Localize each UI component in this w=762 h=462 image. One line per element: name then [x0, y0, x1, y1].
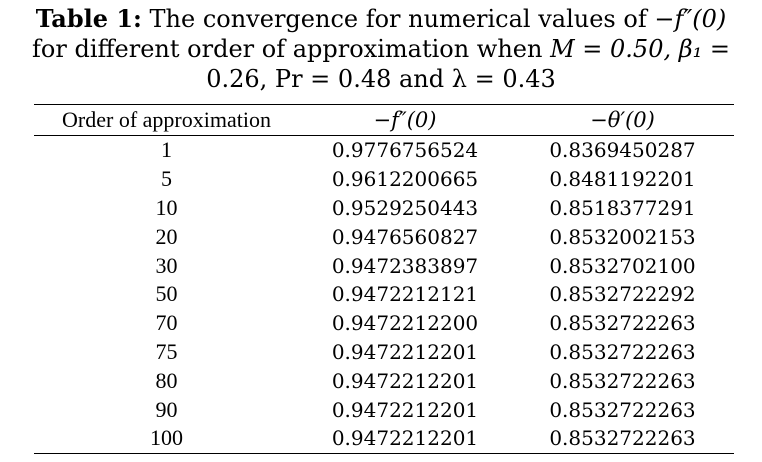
- table-body: 1 0.9776756524 0.8369450287 5 0.9612200665 0.…: [34, 136, 734, 454]
- convergence-table: Order of approximation −f″(0) −θ′(0) 1 0.…: [34, 104, 734, 454]
- caption-text-1: The convergence for numerical values of …: [141, 5, 675, 33]
- cell-f-double-prime: 0.9529250443: [331, 195, 479, 220]
- cell-order: 20: [155, 223, 178, 249]
- cell-theta-prime: 0.8532722263: [511, 423, 734, 454]
- table-row: 90 0.9472212201 0.8532722263: [34, 395, 734, 424]
- header-theta-prime: −θ′(0): [511, 104, 734, 136]
- table-row: 20 0.9476560827 0.8532002153: [34, 222, 734, 251]
- cell-order: 30: [155, 252, 178, 278]
- caption-text-2: for different order of approximation whe…: [32, 35, 551, 63]
- caption-line-3: 0.26, Pr = 0.48 and λ = 0.43: [0, 64, 762, 94]
- caption-math-1: f″(0): [674, 5, 727, 33]
- cell-f-double-prime: 0.9472212121: [331, 282, 479, 307]
- cell-theta-prime: 0.8532722263: [549, 368, 696, 393]
- table-row: 100 0.9472212201 0.8532722263: [34, 423, 734, 454]
- cell-order: 100: [34, 423, 299, 454]
- cell-theta-prime: 0.8532702100: [549, 253, 696, 278]
- table-header-row: Order of approximation −f″(0) −θ′(0): [34, 104, 734, 136]
- cell-theta-prime: 0.8481192201: [549, 167, 696, 192]
- cell-theta-prime: 0.8518377291: [549, 195, 696, 220]
- caption-label: Table 1:: [35, 4, 142, 33]
- cell-order: 1: [161, 137, 172, 163]
- cell-theta-prime: 0.8532002153: [549, 224, 696, 249]
- header-order: Order of approximation: [34, 104, 299, 136]
- table-row: 75 0.9472212201 0.8532722263: [34, 338, 734, 367]
- cell-f-double-prime: 0.9472212201: [331, 397, 479, 422]
- cell-order: 70: [155, 310, 178, 336]
- cell-order: 5: [161, 166, 172, 192]
- cell-theta-prime: 0.8532722263: [549, 397, 696, 422]
- cell-f-double-prime: 0.9472212201: [299, 423, 511, 454]
- cell-theta-prime: 0.8369450287: [549, 138, 696, 163]
- cell-theta-prime: 0.8532722263: [549, 311, 696, 336]
- table-row: 50 0.9472212121 0.8532722292: [34, 280, 734, 309]
- table-caption: Table 1: The convergence for numerical v…: [0, 4, 762, 94]
- table-row: 10 0.9529250443 0.8518377291: [34, 194, 734, 223]
- cell-order: 75: [155, 338, 178, 364]
- cell-f-double-prime: 0.9776756524: [331, 138, 479, 163]
- convergence-table-container: Order of approximation −f″(0) −θ′(0) 1 0.…: [34, 104, 734, 454]
- cell-f-double-prime: 0.9472212200: [331, 311, 479, 336]
- cell-order: 80: [155, 367, 178, 393]
- cell-f-double-prime: 0.9472212201: [331, 339, 479, 364]
- cell-order: 50: [155, 281, 178, 307]
- table-row: 1 0.9776756524 0.8369450287: [34, 136, 734, 165]
- table-row: 80 0.9472212201 0.8532722263: [34, 366, 734, 395]
- header-f-double-prime: −f″(0): [299, 104, 511, 136]
- cell-f-double-prime: 0.9472383897: [331, 253, 479, 278]
- cell-order: 10: [155, 194, 178, 220]
- caption-math-2: M = 0.50, β₁ =: [550, 35, 730, 63]
- cell-f-double-prime: 0.9476560827: [331, 224, 479, 249]
- cell-theta-prime: 0.8532722292: [549, 282, 696, 307]
- caption-math-3: 0.26, Pr = 0.48 and λ = 0.43: [206, 65, 556, 93]
- table-row: 70 0.9472212200 0.8532722263: [34, 309, 734, 338]
- table-row: 30 0.9472383897 0.8532702100: [34, 251, 734, 280]
- caption-line-2: for different order of approximation whe…: [0, 34, 762, 64]
- table-row: 5 0.9612200665 0.8481192201: [34, 165, 734, 194]
- cell-order: 90: [155, 396, 178, 422]
- caption-line-1: Table 1: The convergence for numerical v…: [0, 4, 762, 34]
- cell-f-double-prime: 0.9612200665: [331, 167, 479, 192]
- cell-f-double-prime: 0.9472212201: [331, 368, 479, 393]
- cell-theta-prime: 0.8532722263: [549, 339, 696, 364]
